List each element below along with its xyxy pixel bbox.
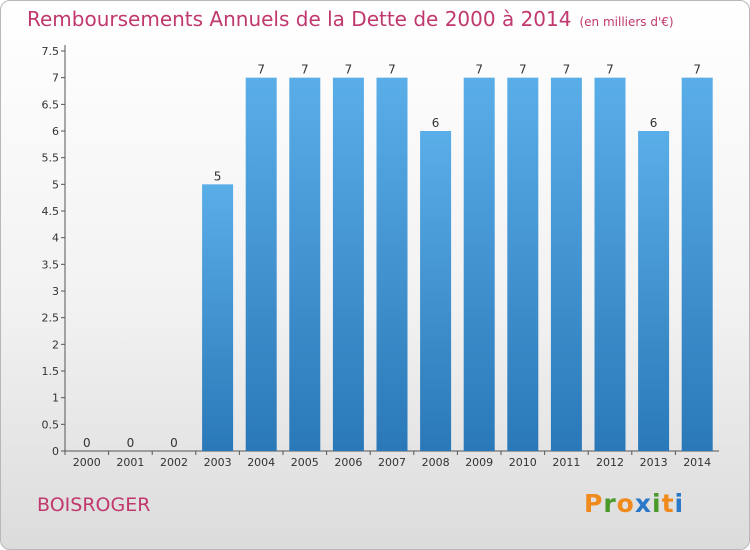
logo-letter: r [603, 489, 617, 518]
data-label: 0 [127, 436, 135, 450]
bar [594, 77, 626, 452]
data-label: 7 [475, 63, 483, 77]
data-label: 7 [519, 63, 527, 77]
x-tick-label: 2013 [640, 456, 668, 469]
y-tick-label: 7 [52, 72, 59, 85]
y-tick-label: 2 [52, 338, 59, 351]
x-tick-label: 2009 [465, 456, 493, 469]
logo-letter: t [661, 489, 675, 518]
x-tick-label: 2007 [378, 456, 406, 469]
data-label: 6 [432, 116, 440, 130]
bar [202, 184, 234, 452]
x-tick-label: 2006 [334, 456, 362, 469]
bar [638, 131, 670, 451]
x-tick-label: 2012 [596, 456, 624, 469]
y-tick-label: 4 [52, 232, 59, 245]
bar [681, 77, 713, 452]
y-tick-label: 1.5 [42, 365, 60, 378]
x-tick-label: 2014 [683, 456, 711, 469]
x-tick-label: 2010 [509, 456, 537, 469]
y-tick-label: 5.5 [42, 152, 60, 165]
y-tick-label: 6 [52, 125, 59, 138]
logo-letter: i [652, 489, 662, 518]
bar [507, 77, 539, 452]
chart-title: Remboursements Annuels de la Dette de 20… [27, 7, 674, 31]
data-label: 0 [170, 436, 178, 450]
data-label: 7 [301, 63, 309, 77]
bar [376, 77, 408, 452]
logo-letter: o [616, 489, 635, 518]
proxiti-logo: Proxiti [584, 489, 684, 518]
data-label: 0 [83, 436, 91, 450]
bar [420, 131, 452, 451]
x-tick-label: 2008 [422, 456, 450, 469]
labels-layer: 0 0 0 5 7 7 7 7 6 7 7 7 7 6 7 [83, 63, 701, 450]
title-main: Remboursements Annuels de la Dette de 20… [27, 7, 572, 31]
data-label: 7 [606, 63, 614, 77]
bar [245, 77, 277, 452]
title-unit: (en milliers d'€) [579, 15, 674, 29]
data-label: 7 [388, 63, 396, 77]
data-label: 6 [650, 116, 658, 130]
x-tick-label: 2003 [204, 456, 232, 469]
y-tick-label: 5 [52, 178, 59, 191]
y-tick-label: 3 [52, 285, 59, 298]
y-tick-label: 0.5 [42, 418, 60, 431]
x-tick-label: 2001 [116, 456, 144, 469]
x-tick-label: 2005 [291, 456, 319, 469]
data-label: 7 [257, 63, 265, 77]
y-tick-label: 7.5 [42, 45, 60, 58]
y-tick-label: 1 [52, 392, 59, 405]
data-label: 7 [693, 63, 701, 77]
bar [550, 77, 582, 452]
logo-letter: P [584, 489, 604, 518]
y-tick-label: 4.5 [42, 205, 60, 218]
x-tick-label: 2000 [73, 456, 101, 469]
y-tick-label: 0 [52, 445, 59, 458]
logo-letter: x [634, 489, 652, 518]
y-tick-label: 2.5 [42, 312, 60, 325]
bar [332, 77, 364, 452]
data-label: 7 [563, 63, 571, 77]
x-tick-label: 2004 [247, 456, 275, 469]
x-tick-label: 2002 [160, 456, 188, 469]
axis-layer: 0 0.5 1 1.5 2 2.5 3 3.5 4 4.5 5 5.5 6 6.5 7 7.5 2000 2001… [42, 45, 719, 469]
bar [463, 77, 495, 452]
bar [289, 77, 321, 452]
data-label: 5 [214, 169, 222, 183]
x-tick-label: 2011 [552, 456, 580, 469]
data-label: 7 [345, 63, 353, 77]
y-tick-label: 6.5 [42, 98, 60, 111]
place-name: BOISROGER [37, 494, 151, 516]
bars-layer [202, 77, 713, 452]
logo-letter: i [674, 489, 685, 518]
y-tick-label: 3.5 [42, 258, 60, 271]
